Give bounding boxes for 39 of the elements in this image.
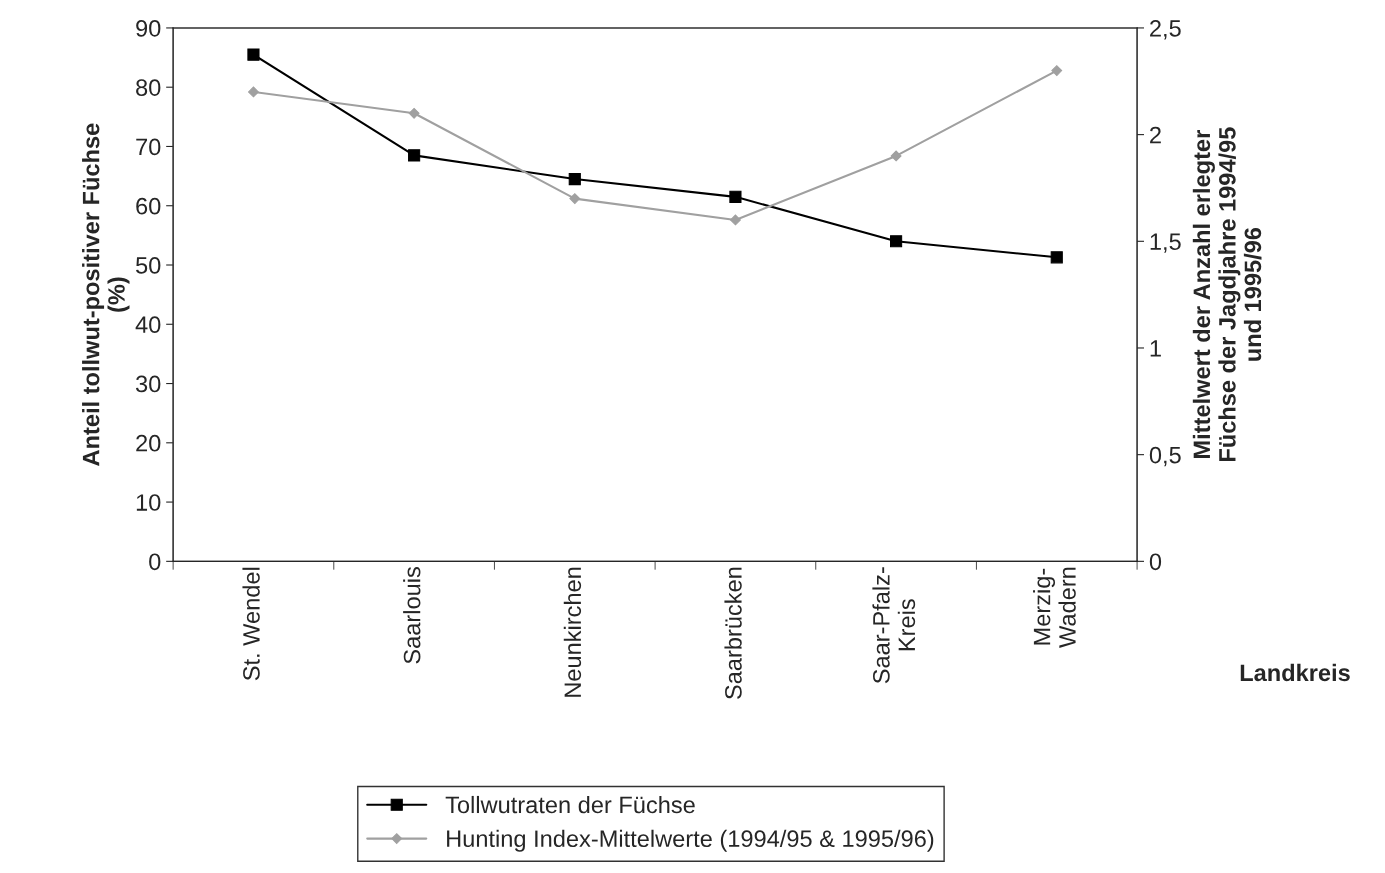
point (408, 149, 421, 162)
legend-label: Hunting Index-Mittelwerte (1994/95 & 1995/96) (447, 829, 934, 852)
y2-tick-label: 1 (1150, 340, 1161, 357)
point (1050, 251, 1063, 264)
y-axis-title: Anteil tollwut-positiver Füchse (%) (82, 123, 130, 466)
y2-tick-label: 0,5 (1149, 446, 1181, 467)
y2-tick-label: 2,5 (1150, 20, 1181, 40)
x-axis-title: Landkreis (1240, 663, 1350, 682)
y-tick-label: 80 (136, 79, 161, 96)
legend-label: Tollwutraten der Füchse (445, 795, 695, 814)
y-tick-label: 70 (136, 138, 161, 156)
y-tick-label: 40 (135, 316, 161, 334)
point (248, 86, 259, 98)
point (568, 172, 581, 186)
point (890, 150, 902, 162)
point (408, 107, 420, 119)
x-tick-label: Neunkirchen (563, 567, 582, 697)
point (729, 190, 742, 203)
y-tick-label: 60 (136, 197, 161, 215)
y2-tick-label: 1,5 (1150, 233, 1181, 253)
y-tick-label: 10 (136, 494, 161, 511)
y2-tick-label: 2 (1150, 126, 1161, 144)
y-tick-label: 30 (135, 375, 161, 393)
point (569, 193, 581, 205)
point (890, 235, 903, 248)
y2-tick-label: 0 (1149, 553, 1162, 571)
x-tick-label: Saarbrücken (724, 567, 742, 699)
point (1051, 65, 1063, 77)
x-tick-label: Saarlouis (403, 567, 421, 664)
y-tick-label: 50 (136, 257, 161, 274)
y2-axis-title: Mittelwert der Anzahl erlegter Füchse der Jagdjahre 1994/95 und 1995/96 (1192, 127, 1262, 462)
y-tick-label: 20 (136, 434, 161, 452)
x-tick-label: Merzig- Wadern (1033, 567, 1076, 648)
y-tick-label: 90 (136, 20, 161, 37)
x-tick-label: Saar-Pfalz- Kreis (872, 567, 916, 684)
point (730, 214, 741, 226)
x-tick-label: St. Wendel (242, 567, 260, 681)
point (247, 48, 260, 61)
y-tick-label: 0 (149, 553, 161, 571)
